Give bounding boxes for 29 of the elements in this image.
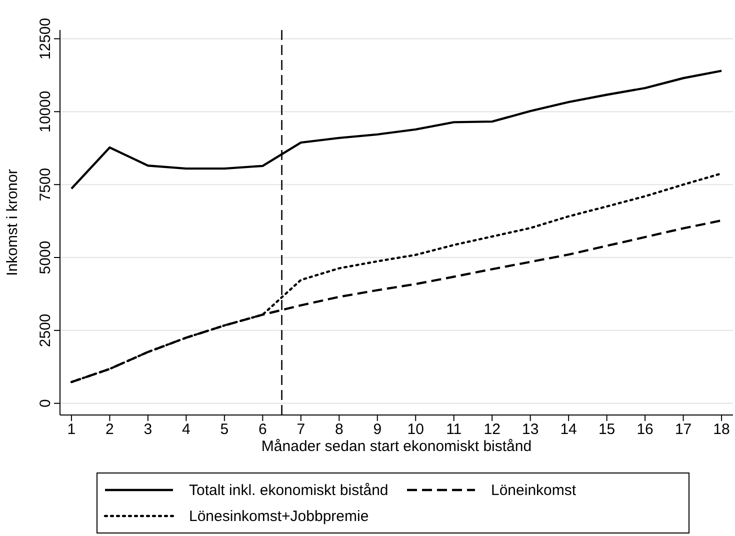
x-tick-label: 3 (144, 421, 152, 438)
x-tick-label: 4 (182, 421, 190, 438)
x-tick-label: 10 (407, 421, 424, 438)
x-tick-label: 2 (106, 421, 114, 438)
y-tick-label: 7500 (37, 168, 54, 202)
x-tick-label: 13 (522, 421, 539, 438)
x-tick-label: 17 (674, 421, 692, 438)
x-axis-title: Månader sedan start ekonomiskt bistånd (261, 438, 532, 455)
x-tick-label: 15 (598, 421, 616, 438)
x-tick-label: 14 (560, 421, 577, 438)
legend-label: Löneinkomst (491, 482, 577, 499)
legend-label: Lönesinkomst+Jobbpremie (189, 508, 369, 525)
x-tick-label: 12 (484, 421, 500, 438)
x-tick-label: 6 (258, 421, 267, 438)
x-tick-label: 7 (296, 421, 306, 438)
x-tick-label: 18 (713, 421, 730, 438)
y-axis-title: Inkomst i kronor (4, 169, 21, 276)
legend-label: Totalt inkl. ekonomiskt bistånd (189, 482, 388, 499)
x-tick-label: 11 (446, 421, 462, 438)
x-tick-label: 9 (373, 421, 382, 438)
y-tick-label: 0 (37, 399, 54, 408)
y-tick-label: 5000 (37, 240, 54, 274)
x-tick-label: 16 (636, 421, 654, 438)
y-tick-label: 12500 (37, 18, 54, 60)
y-tick-label: 2500 (37, 314, 54, 348)
x-tick-label: 5 (220, 421, 229, 438)
x-tick-label: 1 (67, 421, 76, 438)
y-tick-label: 10000 (37, 90, 54, 133)
x-tick-label: 8 (334, 421, 344, 438)
